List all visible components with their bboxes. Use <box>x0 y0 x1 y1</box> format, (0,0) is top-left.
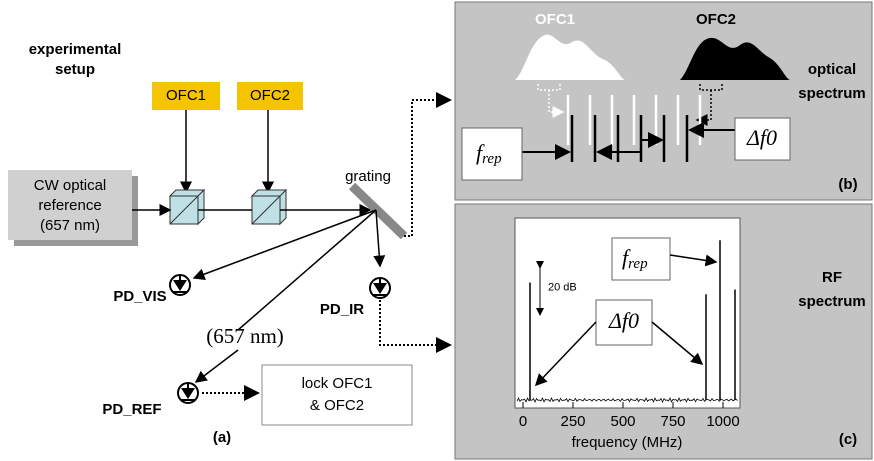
setup-title: setup <box>55 61 95 78</box>
wavelength: (657 nm) <box>206 324 284 348</box>
ofc1-label: OFC1 <box>166 87 206 104</box>
pd-label: PD_IR <box>320 301 364 318</box>
panel-a: experimental setup OFC1 OFC2 CW optical … <box>8 41 450 446</box>
panel-label: (c) <box>839 431 857 448</box>
pd-label: PD_REF <box>102 401 161 418</box>
setup-title: experimental <box>29 41 122 58</box>
cw-label: reference <box>38 197 101 214</box>
x-tick-label: 1000 <box>706 413 739 430</box>
dotted-links <box>202 100 450 393</box>
panel-label: (a) <box>213 429 231 446</box>
x-axis-label: frequency (MHz) <box>572 434 683 451</box>
pd-vis <box>170 275 190 295</box>
delta-label: Δf0 <box>746 125 777 150</box>
panel-b: OFC1 OFC2 frep Δf0 optical spectrum (b) <box>455 2 872 200</box>
panel-title: spectrum <box>798 85 866 102</box>
scale-bar-label: 20 dB <box>548 281 577 293</box>
delta-label: Δf0 <box>608 308 639 333</box>
x-tick-label: 500 <box>610 413 635 430</box>
panel-c: RF spectrum (c) frequency (MHz) frep Δf0… <box>455 204 872 459</box>
panel-title: optical <box>808 61 856 78</box>
pd-label: PD_VIS <box>113 288 166 305</box>
panel-label: (b) <box>838 176 857 193</box>
x-tick-label: 0 <box>519 413 527 430</box>
cw-label: CW optical <box>34 177 107 194</box>
panel-title: RF <box>822 269 842 286</box>
lock-label: lock OFC1 <box>302 375 373 392</box>
ofc2-label: OFC2 <box>250 87 290 104</box>
cw-label: (657 nm) <box>40 217 100 234</box>
lock-label: & OFC2 <box>310 397 364 414</box>
grating-label: grating <box>345 168 391 185</box>
comb-label: OFC1 <box>535 11 575 28</box>
pd-ref <box>178 383 198 403</box>
beamsplitters <box>170 190 286 224</box>
pd-ir <box>370 278 390 298</box>
x-tick-label: 750 <box>660 413 685 430</box>
panel-title: spectrum <box>798 293 866 310</box>
comb-label: OFC2 <box>696 11 736 28</box>
figure: experimental setup OFC1 OFC2 CW optical … <box>0 0 874 461</box>
diffracted <box>194 210 380 382</box>
x-tick-label: 250 <box>560 413 585 430</box>
